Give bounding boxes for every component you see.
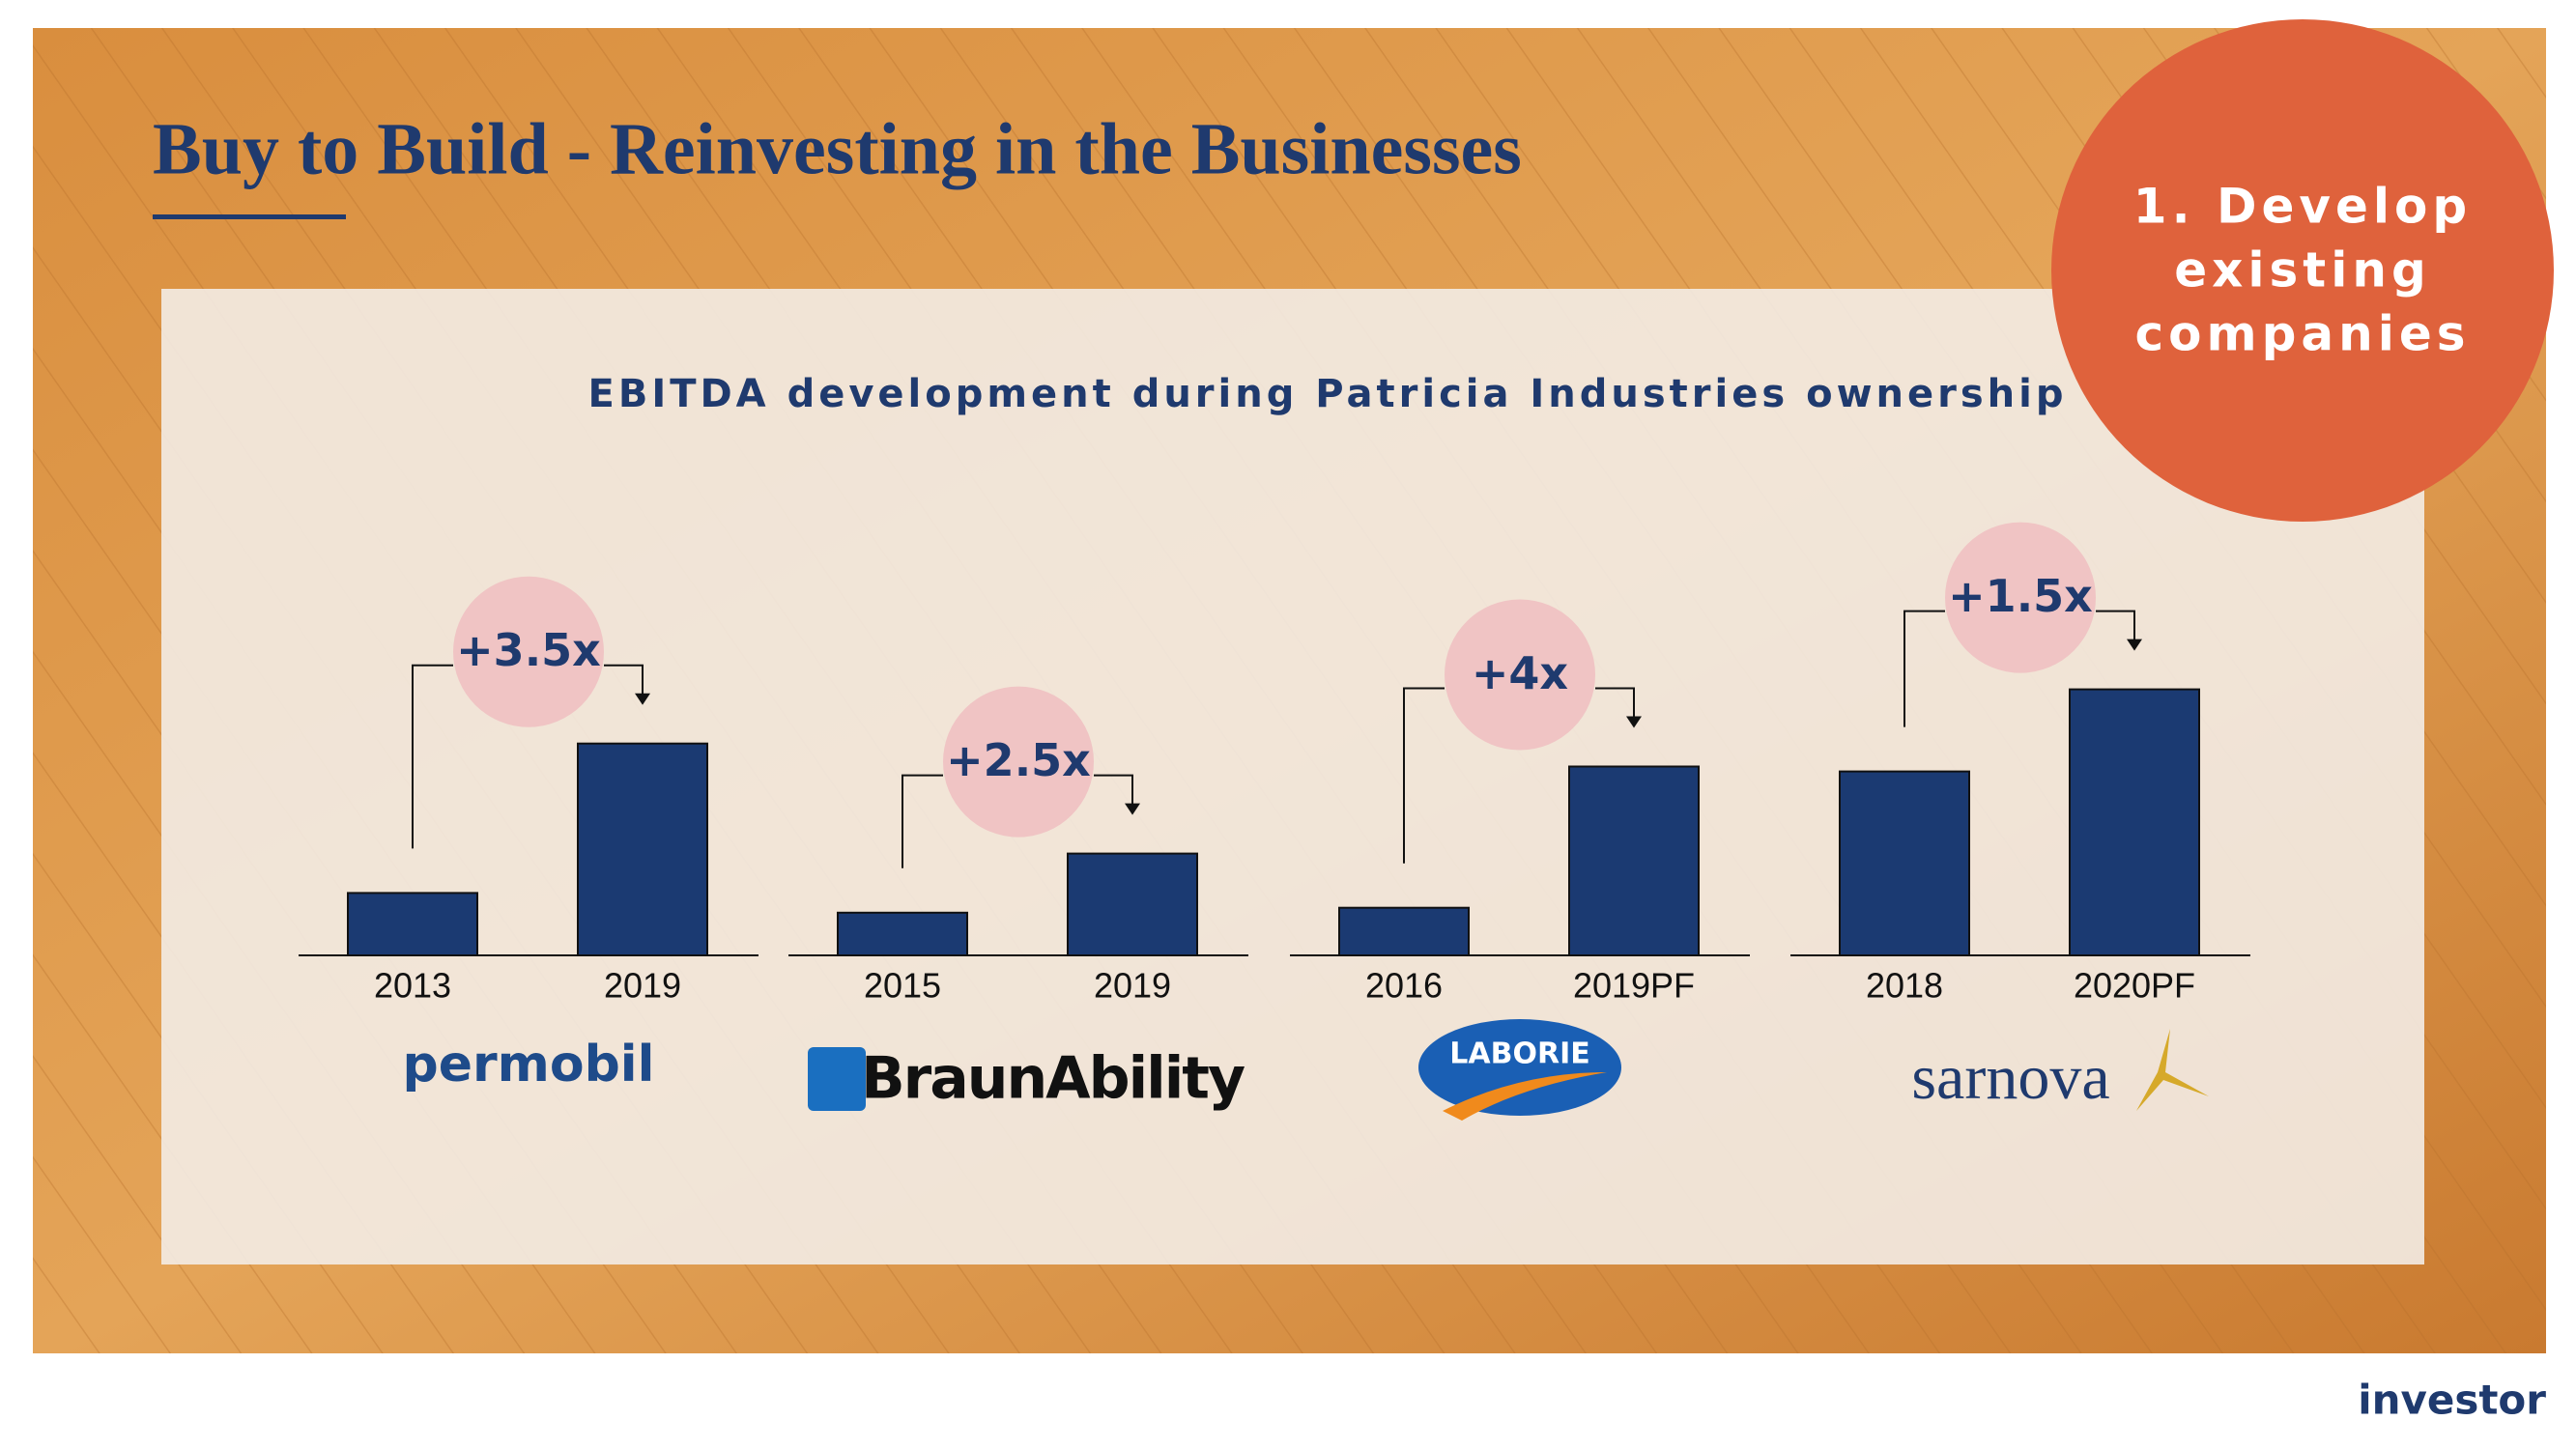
brand-logo: investor (2358, 1377, 2546, 1424)
bracket-arrow (635, 693, 650, 705)
multiplier-label: +2.5x (946, 734, 1091, 786)
x-tick-label: 2019 (604, 966, 681, 1006)
company-logo: sarnova (1911, 1042, 2109, 1113)
bracket (1903, 610, 2135, 727)
x-tick-label: 2020PF (2074, 966, 2195, 1006)
multiplier-bubble (1945, 522, 2096, 673)
bar (347, 892, 478, 957)
company-logo: permobil (403, 1036, 655, 1094)
multiplier-label: +3.5x (456, 624, 601, 676)
multiplier-label: +1.5x (1948, 570, 2093, 622)
bar (1839, 770, 1970, 956)
bar (577, 742, 708, 957)
callout-text: companies (2134, 306, 2470, 362)
bar (837, 911, 968, 956)
x-tick-label: 2019 (1094, 966, 1171, 1006)
bracket (412, 664, 644, 849)
bracket (1403, 687, 1635, 864)
multiplier-label: +4x (1472, 647, 1568, 699)
logo-swoosh (1443, 1072, 1607, 1121)
bracket (902, 774, 1133, 868)
x-tick-label: 2016 (1365, 966, 1443, 1006)
company-logo: LABORIE (1449, 1037, 1589, 1071)
x-tick-label: 2013 (374, 966, 451, 1006)
logo-badge (1418, 1019, 1621, 1116)
multiplier-bubble (453, 576, 604, 727)
bar (1067, 852, 1198, 956)
bar (2069, 688, 2200, 956)
bar (1568, 765, 1700, 956)
title-underline (153, 214, 346, 219)
content-panel (161, 289, 2424, 1264)
multiplier-bubble (943, 686, 1094, 838)
multiplier-bubble (1445, 599, 1595, 751)
x-tick-label: 2015 (864, 966, 941, 1006)
chart-subtitle: EBITDA development during Patricia Indus… (588, 372, 2068, 416)
callout-circle (2051, 19, 2554, 522)
logo-icon (808, 1047, 866, 1111)
bracket-arrow (2127, 639, 2142, 651)
company-logo: BraunAbility (861, 1045, 1245, 1113)
slide-title: Buy to Build - Reinvesting in the Busine… (153, 108, 1522, 189)
x-tick-label: 2018 (1866, 966, 1943, 1006)
bracket-arrow (1125, 803, 1140, 815)
bracket-arrow (1626, 716, 1642, 728)
callout-text: 1. Develop (2133, 179, 2472, 235)
bar (1338, 906, 1470, 957)
x-tick-label: 2019PF (1573, 966, 1695, 1006)
callout-text: existing (2174, 242, 2431, 298)
